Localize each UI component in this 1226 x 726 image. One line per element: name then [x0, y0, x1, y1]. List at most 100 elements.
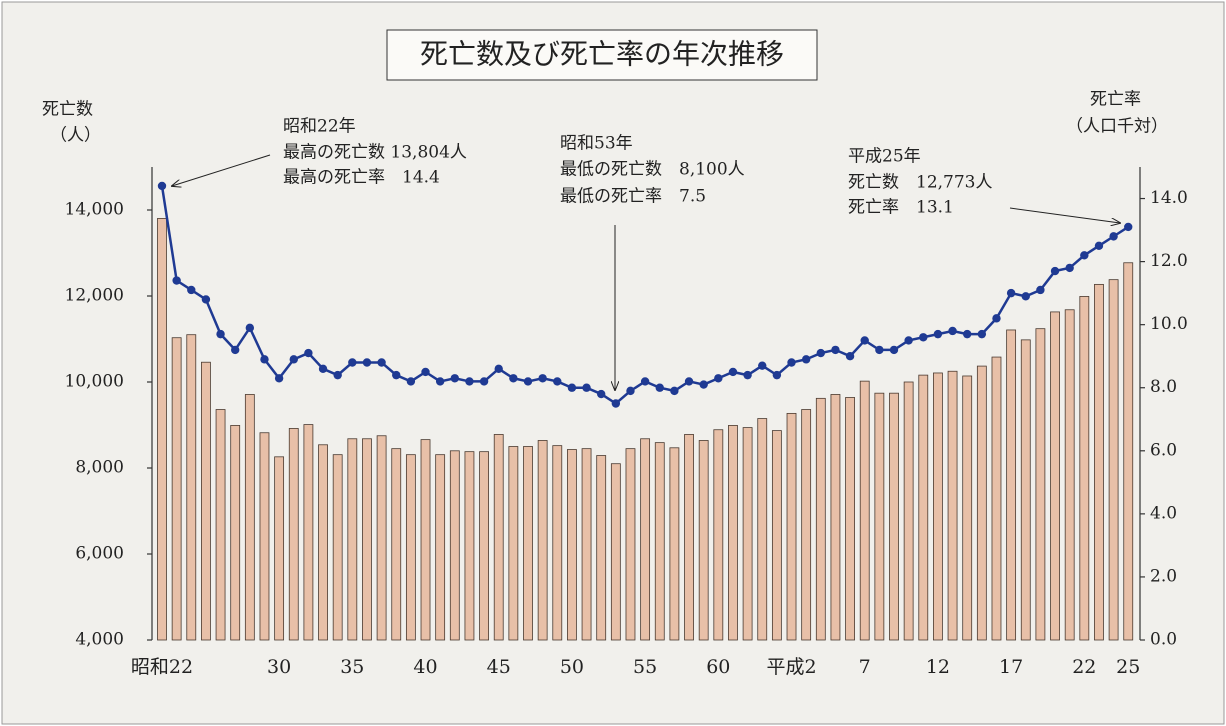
bar — [523, 446, 533, 641]
annotation: 最高の死亡数 13,804人 — [283, 143, 467, 163]
marker — [216, 329, 225, 339]
bar — [933, 372, 943, 641]
annotation: 最高の死亡率 14.4 — [283, 168, 440, 188]
bar — [362, 438, 372, 641]
marker — [274, 374, 284, 383]
y2-tick-label: 10.0 — [1150, 314, 1188, 334]
bar — [596, 455, 607, 641]
bar — [552, 445, 563, 641]
marker — [392, 370, 401, 380]
y2-tick-label: 14.0 — [1150, 188, 1188, 208]
marker — [187, 285, 196, 295]
bar — [420, 439, 431, 641]
x-tick-label: 60 — [706, 656, 730, 678]
y2-tick-label: 12.0 — [1150, 251, 1188, 271]
x-tick-label: 平成2 — [766, 656, 816, 678]
marker — [494, 364, 503, 374]
bar — [171, 337, 182, 641]
marker — [904, 336, 913, 345]
x-tick-label: 12 — [926, 656, 950, 678]
y2-tick-label: 8.0 — [1150, 377, 1177, 397]
bar — [318, 444, 328, 641]
bar — [1064, 309, 1075, 641]
x-tick-label: 22 — [1072, 656, 1096, 678]
bar — [903, 381, 914, 641]
annotation: 最低の死亡率 7.5 — [560, 187, 706, 207]
bar — [1035, 328, 1046, 641]
bar — [391, 448, 402, 641]
marker — [875, 345, 884, 355]
bar — [157, 218, 167, 641]
bar — [771, 430, 782, 641]
bar — [464, 451, 475, 641]
marker — [377, 358, 386, 367]
bar — [230, 425, 241, 641]
bar — [244, 394, 255, 641]
x-tick-label: 17 — [999, 656, 1023, 678]
marker — [860, 336, 869, 345]
y-tick-label: 14,000 — [65, 200, 124, 220]
y-axis-title: 死亡数 — [42, 100, 93, 120]
y-axis-title: （人） — [50, 126, 101, 146]
marker — [245, 323, 255, 333]
bar — [684, 434, 694, 641]
bar — [435, 454, 446, 641]
chart-title: 死亡数及び死亡率の年次推移 — [420, 38, 784, 71]
bar — [332, 454, 343, 641]
y2-tick-label: 0.0 — [1150, 630, 1177, 650]
bar — [449, 450, 460, 641]
marker — [231, 345, 240, 355]
marker — [1124, 222, 1133, 232]
marker — [1021, 292, 1030, 301]
marker — [977, 329, 987, 339]
marker — [172, 276, 181, 285]
marker — [450, 374, 459, 383]
bar — [713, 429, 724, 641]
marker — [465, 377, 474, 386]
marker — [948, 326, 957, 336]
bar — [991, 356, 1002, 641]
marker — [304, 348, 313, 358]
x-tick-label: 50 — [560, 656, 584, 678]
marker — [758, 361, 767, 370]
annotation: 昭和53年 — [560, 134, 633, 154]
marker — [567, 383, 577, 392]
marker — [670, 386, 679, 396]
marker — [362, 358, 372, 367]
marker — [919, 333, 928, 342]
bar — [610, 463, 621, 641]
marker — [318, 364, 328, 374]
bar — [1020, 339, 1031, 641]
bar — [669, 447, 680, 641]
arrow — [172, 154, 271, 186]
y2-tick-label: 2.0 — [1150, 566, 1177, 586]
bar — [859, 380, 870, 641]
marker — [538, 374, 547, 383]
bar — [640, 438, 651, 641]
x-tick-label: 55 — [633, 656, 657, 678]
bar — [801, 409, 812, 641]
marker — [963, 329, 972, 339]
marker — [1006, 288, 1016, 298]
bar — [405, 454, 416, 641]
y-tick-label: 4,000 — [75, 630, 124, 650]
x-tick-label: 25 — [1116, 656, 1140, 678]
bar — [1123, 262, 1134, 641]
bar — [947, 370, 958, 641]
bar — [976, 365, 987, 641]
x-tick-label: 30 — [267, 656, 291, 678]
marker — [787, 358, 796, 367]
bar — [845, 397, 855, 641]
bar — [1050, 311, 1060, 641]
marker — [611, 399, 621, 408]
marker — [640, 377, 650, 386]
bar — [288, 428, 299, 641]
marker — [157, 181, 167, 191]
bar — [201, 361, 211, 641]
marker — [772, 370, 782, 380]
marker — [421, 367, 430, 377]
marker — [992, 314, 1001, 323]
bar — [186, 334, 197, 641]
y-tick-label: 12,000 — [65, 286, 124, 306]
marker — [1080, 251, 1089, 260]
